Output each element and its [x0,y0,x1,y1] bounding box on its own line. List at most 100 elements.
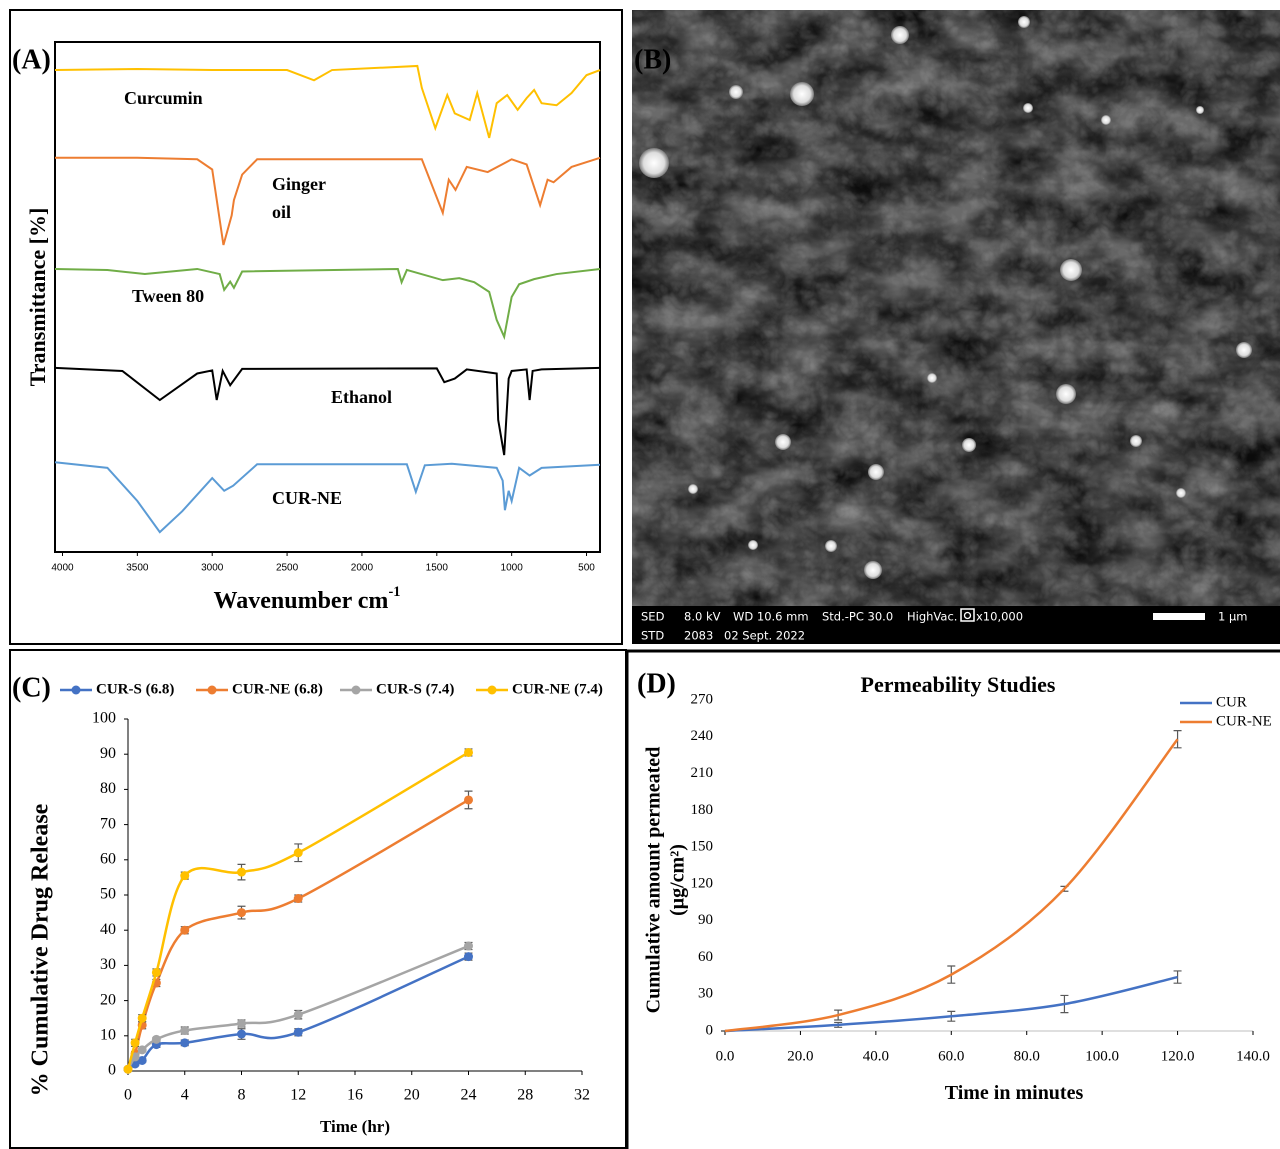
y-tick-label: 180 [691,802,714,818]
x-axis-label-sup: -1 [388,584,400,600]
marker [464,747,473,757]
x-tick-label: 1500 [426,563,449,574]
x-tick-label: 4000 [51,563,74,574]
legend-label: CUR-NE (7.4) [512,681,603,697]
x-axis-label-main: Wavenumber cm [214,588,389,614]
series-line [54,366,601,456]
series-line [54,267,601,341]
sem-info: SED [641,610,665,624]
y-axis-label: Transmittance [%] [25,208,50,387]
x-tick-label: 0.0 [716,1048,735,1064]
panel-label: (A) [12,44,51,75]
marker [180,925,190,935]
series-line [724,975,1178,1033]
legend-label: CUR-NE [1216,713,1272,729]
x-tick-label: 0 [124,1087,132,1104]
x-tick-label: 20 [404,1087,420,1104]
x-tick-label: 2500 [276,563,299,574]
y-tick-label: 210 [691,765,714,781]
legend-label: CUR [1216,694,1247,710]
y-tick-label: 50 [100,886,116,903]
y-tick-label: 90 [100,745,116,762]
sem-info: HighVac. [907,610,957,624]
x-tick-label: 24 [461,1087,477,1104]
x-tick-label: 3000 [201,563,224,574]
marker [237,1018,246,1028]
x-axis-label-main: Time in minutes [945,1082,1084,1104]
y-axis-label: (μg/cm²) [667,844,689,916]
x-tick-label: 3500 [126,563,149,574]
x-tick-label: 100.0 [1085,1048,1119,1064]
sem-info: 2083 [684,629,713,643]
marker [123,1064,133,1074]
y-tick-label: 240 [691,728,714,744]
y-tick-label: 30 [100,956,116,973]
series-label: Tween 80 [132,286,204,306]
sem-info: STD [641,629,664,643]
marker [237,867,246,877]
series-label-line: Ginger [272,174,326,194]
marker [293,848,303,858]
marker [237,908,246,918]
marker [151,967,161,977]
chart-title: Permeability Studies [861,672,1056,697]
y-tick-label: 70 [100,815,116,832]
y-tick-label: 60 [698,949,713,965]
y-tick-label: 270 [691,691,714,707]
x-axis-label: Time in minutes [945,1082,1084,1104]
marker [137,1013,147,1023]
x-tick-label: 28 [517,1087,533,1104]
y-tick-label: 120 [691,875,714,891]
panel-label: (B) [634,44,671,75]
sem-info: Std.-PC 30.0 [822,610,893,624]
x-tick-label: 1000 [501,563,524,574]
y-tick-label: 100 [92,710,116,727]
marker [293,1010,303,1020]
legend-label: CUR-NE (6.8) [232,681,323,697]
marker [464,952,473,962]
series-line [126,944,469,1070]
legend-marker [351,685,361,695]
x-tick-label: 140.0 [1236,1048,1270,1064]
scale-bar-label: 1 μm [1218,610,1248,624]
x-tick-label: 40.0 [863,1048,889,1064]
y-tick-label: 10 [100,1026,116,1043]
marker [464,795,473,805]
series-label: Ginger oil [272,174,326,222]
marker [180,871,190,881]
panel-label: (C) [12,672,51,703]
legend-marker [487,685,497,695]
y-tick-label: 0 [108,1062,116,1079]
marker [137,1055,147,1065]
plot-frame [54,41,601,553]
x-tick-label: 4 [181,1087,189,1104]
marker [293,1027,303,1037]
marker [237,1029,246,1039]
x-tick-label: 16 [347,1087,363,1104]
series-line [724,738,1179,1033]
y-tick-label: 60 [100,850,116,867]
y-axis-label: % Cumulative Drug Release [28,803,54,1096]
x-tick-label: 12 [290,1087,306,1104]
panel-label: (D) [637,668,676,699]
marker [137,1045,147,1055]
legend-marker [207,685,217,695]
x-tick-label: 60.0 [938,1048,964,1064]
sem-info: x10,000 [976,610,1023,624]
x-axis-label: Time (hr) [320,1117,390,1136]
x-axis-label-main: Time (hr) [320,1117,390,1136]
x-tick-label: 32 [574,1087,590,1104]
y-axis-label: Cumulative amount permeated [643,747,665,1014]
marker [464,941,473,951]
sem-image [632,10,1280,644]
marker [180,1038,190,1048]
marker [293,894,303,904]
x-tick-label: 2000 [351,563,374,574]
series-line [54,461,601,534]
y-tick-label: 40 [100,921,116,938]
y-tick-label: 20 [100,991,116,1008]
series-line [54,64,601,139]
series-label: Ethanol [331,387,392,407]
sem-info: WD 10.6 mm [733,610,809,624]
